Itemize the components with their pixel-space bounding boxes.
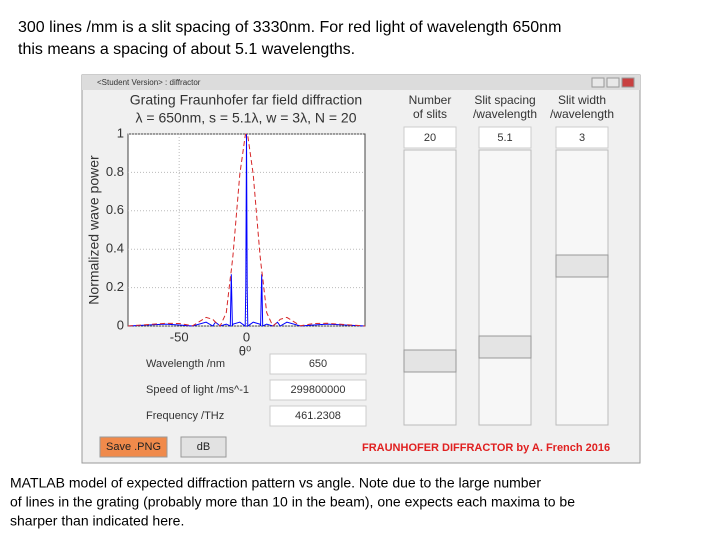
- field-label: Frequency /THz: [146, 410, 224, 422]
- caption-line: sharper than indicated here.: [10, 513, 184, 529]
- button-label: dB: [197, 441, 210, 453]
- field-box[interactable]: [269, 405, 367, 427]
- y-tick-label: 0: [117, 317, 124, 332]
- window-button[interactable]: [591, 77, 605, 88]
- field-value: 461.2308: [295, 410, 341, 422]
- slider-track[interactable]: [478, 149, 532, 426]
- field-box[interactable]: [269, 353, 367, 375]
- series-line: [127, 133, 366, 327]
- credit: FRAUNHOFER DIFFRACTOR by A. French 2016: [362, 442, 610, 454]
- caption-line: MATLAB model of expected diffraction pat…: [10, 475, 541, 491]
- slider-header: of slits: [413, 107, 447, 121]
- value-text: 20: [424, 132, 436, 144]
- x-tick-label: -50: [170, 329, 189, 344]
- heading-line: this means a spacing of about 5.1 wavele…: [18, 41, 355, 58]
- slider-thumb[interactable]: [478, 335, 532, 359]
- caption-line: of lines in the grating (probably more t…: [10, 494, 575, 510]
- window-button[interactable]: [606, 77, 620, 88]
- y-axis-label: Normalized wave power: [86, 155, 102, 305]
- slider-thumb[interactable]: [403, 349, 457, 373]
- field-value: 299800000: [290, 384, 345, 396]
- slider-thumb[interactable]: [555, 254, 609, 278]
- y-tick-label: 0.4: [106, 241, 124, 256]
- y-tick-label: 0.8: [106, 164, 124, 179]
- value-box[interactable]: [478, 126, 532, 149]
- window-button[interactable]: [621, 77, 635, 88]
- field-value: 650: [309, 358, 327, 370]
- title-bar: [82, 75, 640, 90]
- slider-header: /wavelength: [550, 107, 614, 121]
- slider-track[interactable]: [403, 149, 457, 426]
- heading-line: 300 lines /mm is a slit spacing of 3330n…: [18, 19, 561, 36]
- x-tick-label: 0: [243, 329, 250, 344]
- slider-header: Slit width: [558, 93, 606, 107]
- slider-track[interactable]: [555, 149, 609, 426]
- field-label: Speed of light /ms^-1: [146, 384, 249, 396]
- chart-title: λ = 650nm, s = 5.1λ, w = 3λ, N = 20: [135, 110, 356, 126]
- chart-title: Grating Fraunhofer far field diffraction: [130, 92, 362, 108]
- field-box[interactable]: [269, 379, 367, 401]
- slider-header: Slit spacing: [474, 93, 535, 107]
- x-axis-label: θ⁰: [239, 343, 251, 358]
- value-text: 5.1: [497, 132, 512, 144]
- slider-header: /wavelength: [473, 107, 537, 121]
- button[interactable]: [99, 436, 168, 458]
- button-label: Save .PNG: [106, 441, 161, 453]
- value-text: 3: [579, 132, 585, 144]
- y-tick-label: 0.2: [106, 279, 124, 294]
- slider-header: Number: [409, 93, 452, 107]
- value-box[interactable]: [403, 126, 457, 149]
- y-tick-label: 1: [117, 125, 124, 140]
- field-label: Wavelength /nm: [146, 358, 225, 370]
- window-title: <Student Version> : diffractor: [97, 78, 201, 87]
- value-box[interactable]: [555, 126, 609, 149]
- y-tick-label: 0.6: [106, 202, 124, 217]
- button[interactable]: [180, 436, 227, 458]
